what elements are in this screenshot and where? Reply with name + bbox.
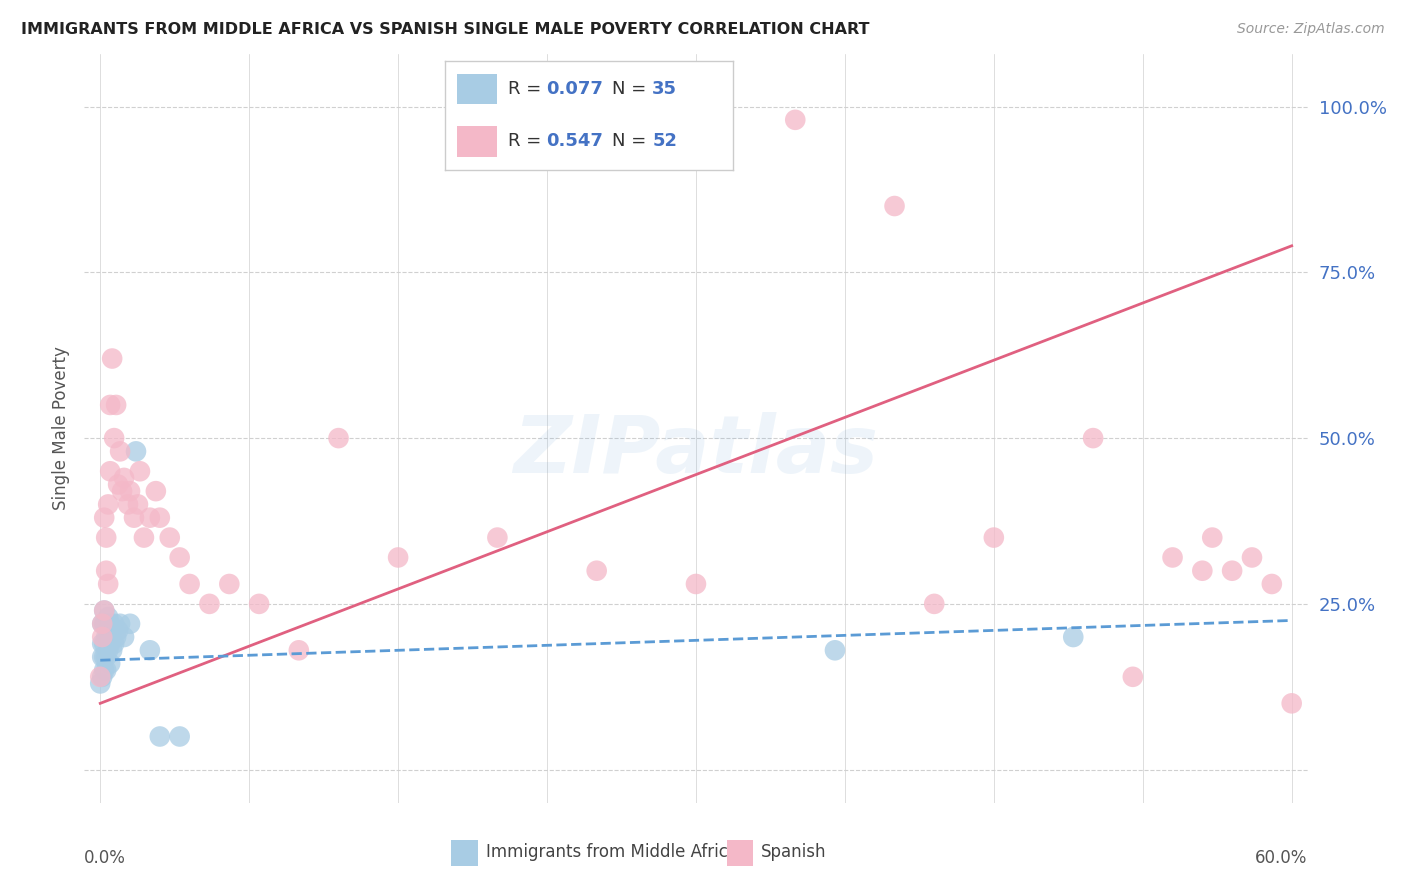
Point [117, 497, 139, 511]
Point [103, 431, 125, 445]
Point [91, 616, 114, 631]
Point [1191, 564, 1213, 578]
Point [1261, 577, 1284, 591]
Point [387, 550, 409, 565]
Point [1240, 550, 1263, 565]
Point [89, 670, 111, 684]
Point [103, 637, 125, 651]
Point [149, 510, 172, 524]
Point [93, 649, 115, 664]
Point [1201, 531, 1223, 545]
Point [129, 464, 152, 478]
Point [785, 112, 807, 127]
Point [1122, 670, 1144, 684]
Point [1281, 696, 1303, 710]
Point [149, 730, 172, 744]
Point [883, 199, 905, 213]
Point [1081, 431, 1104, 445]
Text: 0.0%: 0.0% [84, 849, 127, 867]
Point [118, 616, 141, 631]
Point [107, 477, 129, 491]
Point [107, 624, 129, 638]
Point [96, 531, 118, 545]
Point [122, 510, 145, 524]
Point [328, 431, 350, 445]
Point [91, 637, 114, 651]
Point [98, 637, 121, 651]
Point [218, 577, 240, 591]
Point [93, 603, 115, 617]
Point [96, 649, 118, 664]
Text: Source: ZipAtlas.com: Source: ZipAtlas.com [1237, 22, 1385, 37]
Point [132, 531, 155, 545]
Point [105, 630, 128, 644]
Point [145, 484, 167, 499]
Point [125, 444, 148, 458]
Point [198, 597, 221, 611]
Point [89, 676, 111, 690]
Point [983, 531, 1005, 545]
Point [97, 610, 120, 624]
Point [585, 564, 607, 578]
Point [112, 630, 135, 644]
Point [824, 643, 846, 657]
Text: 60.0%: 60.0% [1256, 849, 1308, 867]
Point [93, 637, 115, 651]
Point [169, 730, 191, 744]
Point [169, 550, 191, 565]
Point [108, 444, 131, 458]
Point [97, 577, 120, 591]
Point [91, 616, 114, 631]
Point [98, 657, 121, 671]
Point [486, 531, 509, 545]
Point [179, 577, 201, 591]
Point [91, 630, 114, 644]
Point [139, 643, 162, 657]
Point [101, 624, 124, 638]
Point [93, 603, 115, 617]
Point [1220, 564, 1243, 578]
Point [685, 577, 707, 591]
Point [108, 616, 131, 631]
Point [101, 351, 124, 366]
Point [93, 663, 115, 677]
Point [101, 643, 124, 657]
Point [127, 497, 149, 511]
Y-axis label: Single Male Poverty: Single Male Poverty [52, 346, 70, 510]
Point [105, 398, 128, 412]
Point [247, 597, 270, 611]
Point [111, 484, 134, 499]
Point [91, 649, 114, 664]
Point [112, 471, 135, 485]
Point [98, 464, 121, 478]
Point [103, 616, 125, 631]
Point [93, 510, 115, 524]
Point [118, 484, 141, 499]
Point [159, 531, 181, 545]
Point [96, 630, 118, 644]
Point [96, 564, 118, 578]
Point [1062, 630, 1084, 644]
Point [98, 398, 121, 412]
Point [97, 497, 120, 511]
Point [96, 663, 118, 677]
Point [91, 670, 114, 684]
Point [139, 510, 162, 524]
Point [288, 643, 311, 657]
Point [97, 643, 120, 657]
Text: Immigrants from Middle Africa: Immigrants from Middle Africa [485, 843, 738, 861]
Text: ZIPatlas: ZIPatlas [513, 411, 879, 490]
Point [922, 597, 945, 611]
Text: Spanish: Spanish [761, 843, 827, 861]
Point [97, 630, 120, 644]
Text: IMMIGRANTS FROM MIDDLE AFRICA VS SPANISH SINGLE MALE POVERTY CORRELATION CHART: IMMIGRANTS FROM MIDDLE AFRICA VS SPANISH… [21, 22, 869, 37]
Point [93, 616, 115, 631]
Point [96, 616, 118, 631]
Point [98, 616, 121, 631]
Point [1161, 550, 1184, 565]
